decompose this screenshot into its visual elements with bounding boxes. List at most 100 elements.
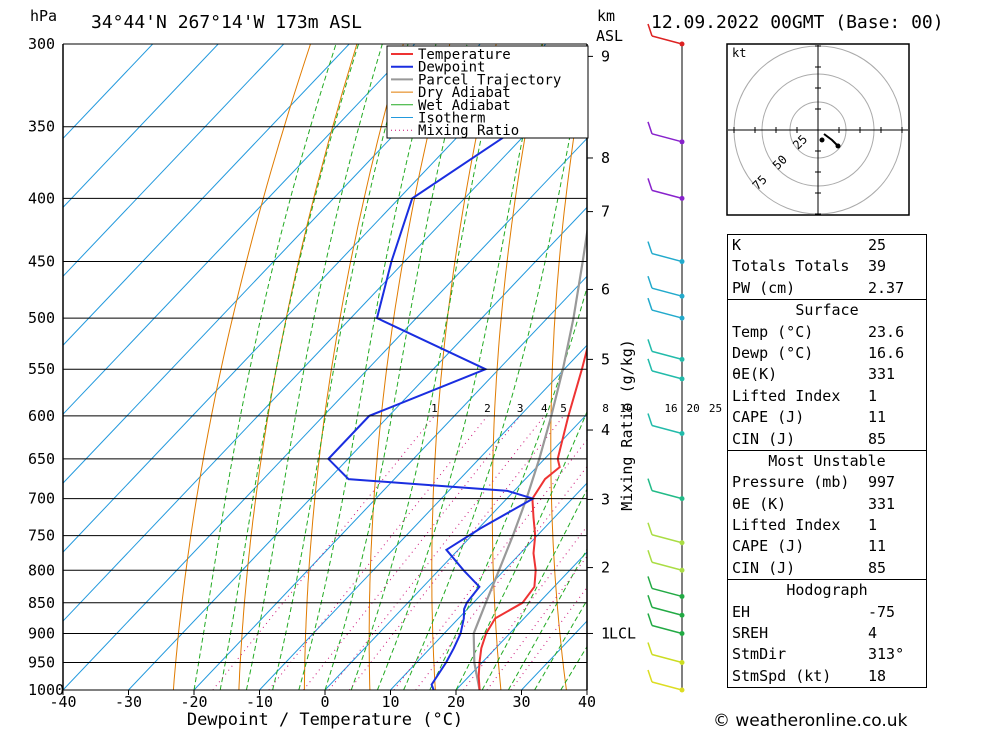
wind-barb-flag <box>647 23 653 37</box>
mixing-ratio-line <box>349 415 564 690</box>
surface-temp-label: Temp (°C) <box>732 322 814 341</box>
wet-adiabat-line <box>298 44 437 690</box>
pressure-tick-label: 500 <box>28 309 55 327</box>
isotherm-line <box>63 137 587 690</box>
eh-value: -75 <box>868 602 896 621</box>
surface-cape-value: 11 <box>868 408 887 427</box>
km-tick-label: 9 <box>601 47 610 65</box>
hodograph-params-box: Hodograph EH -75 SREH 4 StmDir 313° StmSpd … <box>727 579 927 689</box>
wind-barb-flag <box>647 358 653 372</box>
pressure-tick-label: 950 <box>28 653 55 671</box>
wind-barb-flag <box>647 339 653 352</box>
totals-totals-label: Totals Totals <box>732 257 850 276</box>
stmspd-label: StmSpd (kt) <box>732 666 832 685</box>
wind-barb-flag <box>647 576 653 589</box>
wind-barb-flag <box>647 613 653 626</box>
surface-theta-value: 331 <box>868 365 896 384</box>
surface-cin-value: 85 <box>868 429 887 448</box>
hodograph-unit-label: kt <box>732 46 746 60</box>
isotherm-line <box>455 551 587 690</box>
wind-barb-staff <box>651 189 683 200</box>
km-tick-label: 3 <box>601 490 610 508</box>
mixing-ratio-line <box>486 555 587 690</box>
dry-adiabat-line <box>368 44 451 690</box>
surface-cape-label: CAPE (J) <box>732 408 805 427</box>
surface-title: Surface <box>795 301 859 320</box>
km-tick-label: 4 <box>601 421 610 439</box>
wind-barb-staff <box>651 561 683 571</box>
legend-label: Temperature <box>418 47 511 63</box>
x-tick-label: 30 <box>512 693 530 711</box>
wind-barb-flag <box>647 478 653 491</box>
x-tick-label: -40 <box>49 693 76 711</box>
wet-adiabat-line <box>507 548 587 690</box>
wet-adiabat-line <box>219 44 359 690</box>
mixing-ratio-label: 1 <box>431 402 438 415</box>
mu-cape-value: 11 <box>868 537 887 556</box>
surface-dewp-value: 16.6 <box>868 343 905 362</box>
isotherm-line <box>63 68 587 622</box>
wind-barb-flag <box>647 275 653 289</box>
stmdir-label: StmDir <box>732 645 787 664</box>
wind-barb-flag <box>647 241 653 254</box>
km-tick-label: 1 <box>601 624 610 642</box>
wind-barb-flag <box>647 522 653 535</box>
isotherm-line <box>128 206 587 690</box>
wind-barb-staff <box>651 681 683 691</box>
stmspd-value: 18 <box>868 666 887 685</box>
dewpoint-line <box>327 94 587 690</box>
surface-temp-value: 23.6 <box>868 322 905 341</box>
pressure-tick-label: 600 <box>28 407 55 425</box>
wet-adiabat-line <box>324 44 468 690</box>
km-unit-label: km <box>597 7 615 25</box>
most-unstable-box: Most Unstable Pressure (mb) 997 θE (K) 331… <box>727 449 927 580</box>
mu-cape-label: CAPE (J) <box>732 537 805 556</box>
mixing-ratio-label: 5 <box>560 402 567 415</box>
isotherm-line <box>63 44 547 553</box>
surface-box: Surface Temp (°C) 23.6 Dewp (°C) 16.6 θE(K… <box>727 299 927 450</box>
k-index-value: 25 <box>868 236 887 254</box>
pressure-tick-label: 800 <box>28 561 55 579</box>
legend-label: Wet Adiabat <box>418 98 511 114</box>
sreh-value: 4 <box>868 624 878 643</box>
pressure-tick-label: 350 <box>28 118 55 136</box>
mixing-ratio-label: 3 <box>517 402 524 415</box>
mu-cin-value: 85 <box>868 558 887 577</box>
mixing-ratio-line <box>393 438 587 690</box>
x-tick-label: 20 <box>447 693 465 711</box>
mixing-ratio-label: 20 <box>686 402 699 415</box>
wind-barb-flag <box>647 413 653 426</box>
wind-barb-staff <box>651 489 683 500</box>
hpa-unit-label: hPa <box>30 7 57 25</box>
legend-label: Mixing Ratio <box>418 123 519 139</box>
pressure-tick-label: 850 <box>28 594 55 612</box>
pressure-tick-label: 450 <box>28 253 55 271</box>
wind-barb-staff <box>651 606 683 617</box>
wind-barb-staff <box>651 287 683 297</box>
legend-label: Dry Adiabat <box>418 85 511 101</box>
sreh-label: SREH <box>732 624 769 643</box>
pressure-tick-label: 900 <box>28 624 55 642</box>
mixing-ratio-label: 25 <box>709 402 722 415</box>
stmdir-value: 313° <box>868 645 905 664</box>
legend-label: Isotherm <box>418 111 485 127</box>
mu-theta-value: 331 <box>868 494 896 513</box>
km-tick-label: 8 <box>601 149 610 167</box>
copyright-footer[interactable]: © weatheronline.co.uk <box>713 711 908 731</box>
wind-barb-staff <box>651 133 683 143</box>
mu-pressure-label: Pressure (mb) <box>732 473 850 492</box>
mu-theta-label: θE (K) <box>732 494 787 513</box>
wind-barb-flag <box>647 669 653 683</box>
x-tick-label: 0 <box>320 693 329 711</box>
km-tick-label: 2 <box>601 559 610 577</box>
datetime-title: 12.09.2022 00GMT (Base: 00) <box>651 12 944 33</box>
wind-barb-staff <box>651 35 683 45</box>
wet-adiabat-line <box>403 47 587 690</box>
wet-adiabat-line <box>376 44 543 690</box>
surface-dewp-label: Dewp (°C) <box>732 343 814 362</box>
wind-barb-staff <box>651 350 683 361</box>
isotherm-line <box>324 413 587 690</box>
